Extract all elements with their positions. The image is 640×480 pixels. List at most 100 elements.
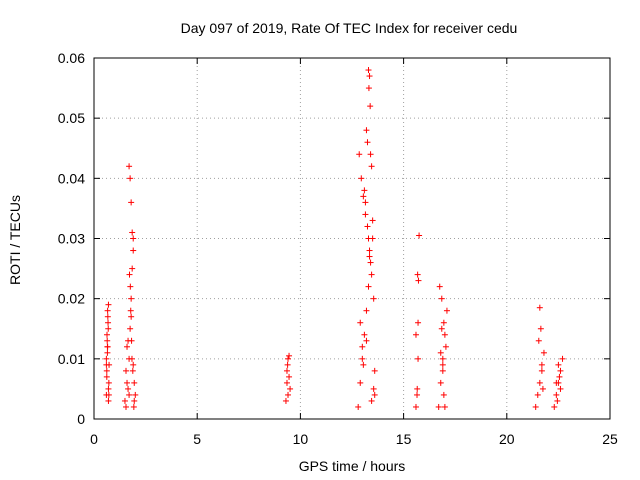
data-point xyxy=(370,385,377,392)
data-point xyxy=(104,331,111,338)
data-point xyxy=(359,355,366,362)
data-point xyxy=(363,307,370,314)
x-tick-label: 5 xyxy=(193,431,201,447)
data-point xyxy=(412,331,419,338)
data-point xyxy=(555,361,562,368)
data-point xyxy=(368,397,375,404)
data-point xyxy=(130,235,137,242)
data-point xyxy=(105,325,112,332)
y-axis-label: ROTI / TECUs xyxy=(7,195,23,285)
data-point xyxy=(128,199,135,206)
data-point xyxy=(105,319,112,326)
data-point xyxy=(130,403,137,410)
data-point xyxy=(367,151,374,158)
data-point xyxy=(364,139,371,146)
data-point xyxy=(361,187,368,194)
chart-title: Day 097 of 2019, Rate Of TEC Index for r… xyxy=(181,20,518,36)
data-point xyxy=(440,391,447,398)
data-point xyxy=(105,385,112,392)
data-point xyxy=(414,385,421,392)
data-point xyxy=(412,403,419,410)
data-point xyxy=(443,307,450,314)
data-point xyxy=(128,313,135,320)
data-point xyxy=(365,235,372,242)
data-point xyxy=(122,403,129,410)
y-tick-label: 0.02 xyxy=(58,291,85,307)
data-point xyxy=(286,352,293,359)
y-tick-label: 0.04 xyxy=(58,170,85,186)
data-point xyxy=(131,397,138,404)
data-point xyxy=(127,175,134,182)
data-point xyxy=(127,283,134,290)
data-point xyxy=(285,355,292,362)
data-point xyxy=(105,397,112,404)
data-point xyxy=(359,343,366,350)
data-point xyxy=(367,259,374,266)
data-point xyxy=(367,103,374,110)
data-point xyxy=(283,379,290,386)
data-point xyxy=(439,367,446,374)
data-point xyxy=(538,367,545,374)
data-point xyxy=(127,325,134,332)
data-point xyxy=(435,403,442,410)
grid xyxy=(94,58,610,419)
data-point xyxy=(104,343,111,350)
data-point xyxy=(366,247,373,254)
data-point xyxy=(414,391,421,398)
data-point xyxy=(414,271,421,278)
data-point xyxy=(363,337,370,344)
data-point xyxy=(105,391,112,398)
data-point xyxy=(132,391,139,398)
data-point xyxy=(105,379,112,386)
data-point xyxy=(126,271,133,278)
data-point xyxy=(438,325,445,332)
data-point xyxy=(103,373,110,380)
data-point xyxy=(128,355,135,362)
data-point xyxy=(365,67,372,74)
data-point xyxy=(441,331,448,338)
data-point xyxy=(557,367,564,374)
data-point xyxy=(553,379,560,386)
data-point xyxy=(362,199,369,206)
data-point xyxy=(357,319,364,326)
data-point xyxy=(366,253,373,260)
data-point xyxy=(362,211,369,218)
data-point xyxy=(539,385,546,392)
data-point xyxy=(125,337,132,344)
data-point xyxy=(551,403,558,410)
data-point xyxy=(284,361,291,368)
data-point xyxy=(283,367,290,374)
data-point xyxy=(104,349,111,356)
data-point xyxy=(125,385,132,392)
data-point xyxy=(437,349,444,356)
x-axis-label: GPS time / hours xyxy=(299,458,406,474)
data-point xyxy=(104,337,111,344)
data-point xyxy=(363,127,370,134)
data-point xyxy=(368,271,375,278)
data-point xyxy=(439,361,446,368)
plot-frame xyxy=(93,57,611,420)
data-point xyxy=(122,367,129,374)
data-point xyxy=(366,73,373,80)
data-point xyxy=(416,232,423,239)
data-point xyxy=(128,295,135,302)
data-point xyxy=(368,163,375,170)
axes: 0 5 10 15 20 25 0 0.01 0.02 0.03 0.04 0.05 0.06 xyxy=(58,50,618,447)
data-point xyxy=(124,343,131,350)
data-point xyxy=(371,367,378,374)
data-point xyxy=(126,391,133,398)
data-point xyxy=(364,223,371,230)
data-point xyxy=(538,361,545,368)
data-point xyxy=(129,367,136,374)
data-point xyxy=(536,379,543,386)
data-point xyxy=(365,85,372,92)
data-point xyxy=(439,355,446,362)
data-point xyxy=(535,337,542,344)
data-point xyxy=(553,391,560,398)
data-points xyxy=(103,67,566,410)
data-point xyxy=(103,361,110,368)
data-point xyxy=(124,379,131,386)
data-point xyxy=(282,397,289,404)
data-point xyxy=(554,397,561,404)
